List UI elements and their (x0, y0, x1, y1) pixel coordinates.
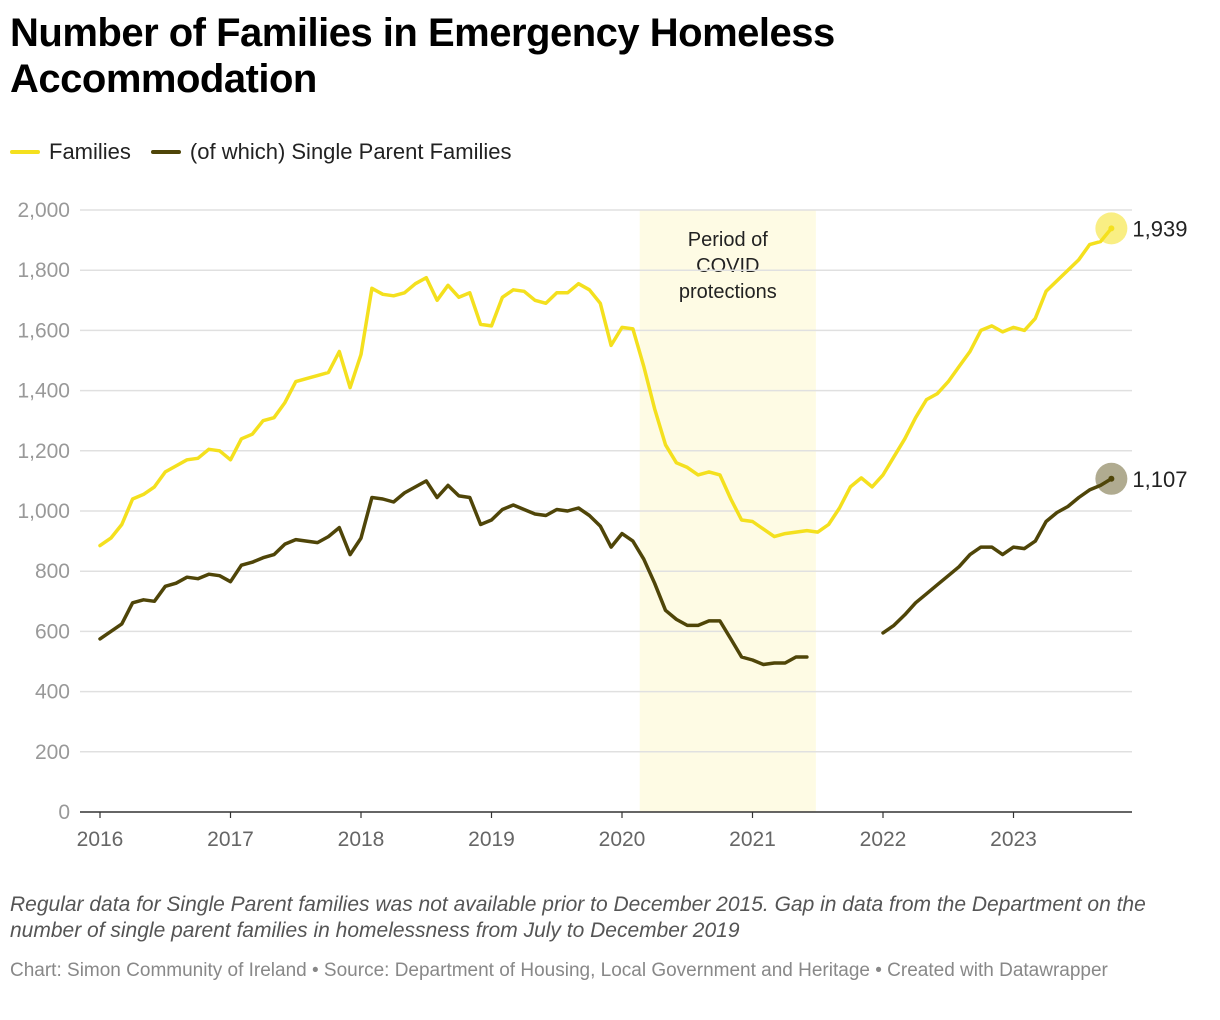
x-tick-label: 2022 (860, 828, 907, 851)
end-point-families (1108, 225, 1115, 232)
end-point-single-parent (1108, 475, 1115, 482)
legend-swatch-single-parent (150, 150, 181, 154)
chart-note: Regular data for Single Parent families … (10, 893, 1146, 942)
y-tick-label: 200 (35, 741, 70, 764)
covid-annotation-line: COVID (696, 255, 759, 277)
series-line-single-parent (881, 477, 1114, 635)
y-tick-label: 1,200 (17, 440, 70, 463)
y-tick-label: 600 (35, 620, 70, 643)
y-tick-label: 800 (35, 560, 70, 583)
x-tick-label: 2021 (729, 828, 776, 851)
covid-annotation-line: Period of (688, 229, 768, 251)
legend-label-families: Families (49, 139, 131, 164)
x-tick-label: 2016 (77, 828, 124, 851)
x-tick-label: 2023 (990, 828, 1037, 851)
legend-label-single-parent: (of which) Single Parent Families (189, 139, 512, 164)
x-tick-label: 2020 (599, 828, 646, 851)
covid-annotation-line: protections (679, 281, 777, 303)
legend: Families (of which) Single Parent Famili… (10, 138, 531, 166)
y-tick-label: 1,000 (17, 500, 70, 523)
legend-item-families: Families (10, 139, 131, 165)
chart-title: Number of Families in Emergency Homeless… (10, 11, 835, 101)
chart-credits: Chart: Simon Community of Ireland • Sour… (10, 960, 1108, 981)
y-tick-label: 1,600 (17, 319, 70, 342)
x-tick-label: 2017 (207, 828, 254, 851)
series-line-families (98, 226, 1114, 548)
line-chart: Period of COVID protections 0 200 400 600 800 1,… (17, 199, 1187, 851)
y-tick-label: 1,400 (17, 380, 70, 403)
y-tick-label: 400 (35, 681, 70, 704)
y-tick-label: 0 (58, 801, 70, 824)
legend-swatch-families (10, 150, 40, 154)
y-tick-label: 2,000 (17, 199, 70, 222)
end-label-single-parent: 1,107 (1132, 467, 1187, 492)
x-tick-label: 2018 (338, 828, 385, 851)
legend-item-single-parent: (of which) Single Parent Families (150, 139, 512, 165)
end-label-families: 1,939 (1132, 216, 1187, 241)
x-tick-label: 2019 (468, 828, 515, 851)
series-line-single-parent (98, 479, 809, 667)
y-tick-label: 1,800 (17, 259, 70, 282)
